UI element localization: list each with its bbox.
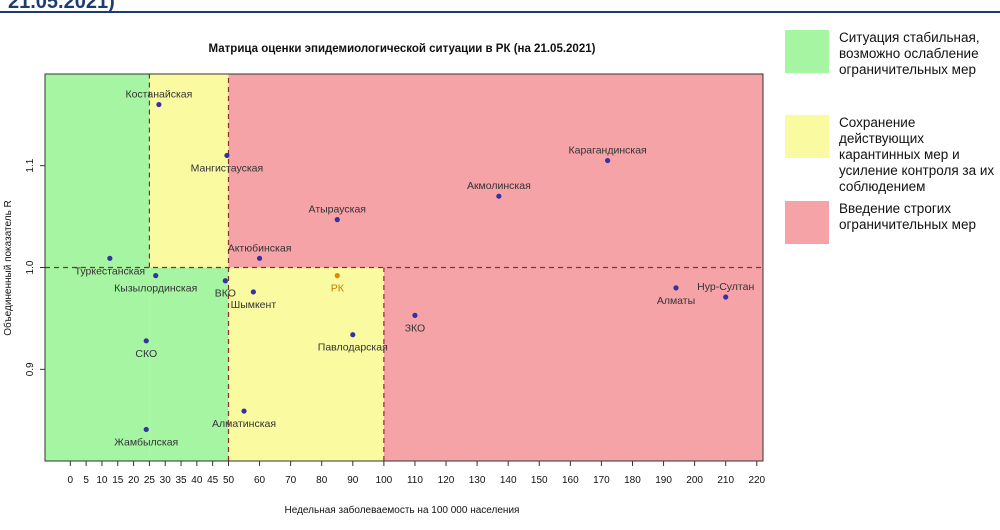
legend-swatch-red: [785, 201, 829, 244]
data-point: [224, 152, 230, 159]
data-point-label: Атырауская: [309, 204, 366, 216]
data-point-label: Шымкент: [231, 299, 277, 311]
y-tick-label: 1.1: [25, 158, 36, 172]
legend-swatch-yellow: [785, 115, 829, 158]
data-point: [107, 255, 113, 261]
reference-lines-layer: [45, 74, 763, 461]
data-point: [143, 338, 149, 344]
x-tick-label: 160: [562, 475, 579, 486]
data-point: [723, 294, 729, 300]
data-point-label: Карагандинская: [568, 145, 646, 157]
legend-item-strict: Введение строгих ограничительных мер: [785, 201, 997, 244]
x-tick-label: 210: [717, 475, 734, 486]
data-point-label: ВКО: [215, 288, 236, 300]
data-point: [153, 273, 159, 279]
data-point-label: Костанайская: [125, 89, 192, 101]
zone-3: [228, 267, 384, 461]
x-tick-label: 110: [407, 475, 423, 486]
data-point: [143, 426, 149, 433]
y-axis-label: Объединенный показатель R: [2, 200, 14, 336]
zone-2: [149, 267, 229, 461]
data-point: [222, 278, 228, 284]
zone-5: [383, 267, 763, 461]
x-tick-label: 130: [469, 475, 486, 486]
data-point: [350, 332, 356, 338]
data-point-label: Акмолинская: [467, 180, 531, 192]
data-point: [412, 312, 418, 318]
data-point: [250, 289, 256, 295]
x-tick-label: 220: [748, 475, 765, 486]
x-tick-label: 100: [376, 475, 393, 486]
x-tick-label: 60: [254, 475, 266, 486]
legend-item-maintain: Сохранение действующих карантинных мер и…: [785, 115, 997, 195]
page-header-fragment: 21.05.2021): [8, 0, 115, 13]
axes-layer: 0 5 10 15 20 25 30 35 40 45 50 60 70 80 90 100 110 120 130…: [25, 158, 766, 486]
legend-label-maintain: Сохранение действующих карантинных мер и…: [839, 115, 995, 194]
x-tick-label: 200: [686, 475, 703, 486]
zone-1: [149, 74, 229, 268]
data-point: [156, 101, 162, 108]
data-point-label: Туркестанская: [75, 265, 146, 277]
data-point: [256, 255, 263, 261]
x-tick-label: 30: [160, 475, 172, 486]
x-tick-label: 15: [112, 475, 124, 486]
data-point-label: Актюбинская: [228, 242, 292, 254]
x-tick-label: 170: [593, 475, 610, 486]
x-tick-label: 70: [285, 475, 297, 486]
legend-label-stable: Ситуация стабильная, возможно ослабление…: [839, 30, 980, 77]
x-tick-label: 140: [500, 475, 517, 486]
data-point-label: Жамбылская: [114, 436, 178, 448]
data-point-label: Алматы: [657, 295, 695, 307]
x-tick-label: 0: [68, 475, 74, 486]
header-divider: [0, 11, 1000, 13]
x-tick-label: 90: [347, 475, 359, 486]
data-point-label: Мангистауская: [191, 162, 264, 174]
x-tick-label: 10: [96, 475, 108, 486]
x-tick-label: 35: [175, 475, 187, 486]
x-tick-label: 50: [223, 475, 235, 486]
points-layer: Костанайская Мангистауская Карагандинская А…: [75, 89, 755, 449]
data-point: [605, 157, 611, 164]
x-tick-label: 190: [655, 475, 672, 486]
legend-label-strict: Введение строгих ограничительных мер: [839, 201, 976, 232]
zone-4: [228, 74, 763, 268]
data-point: [496, 193, 502, 199]
data-point: [241, 408, 247, 414]
data-point-label: ЗКО: [405, 322, 426, 334]
x-tick-label: 120: [438, 475, 455, 486]
data-point-label: РК: [331, 283, 345, 295]
chart-title: Матрица оценки эпидемиологической ситуац…: [209, 43, 596, 55]
x-tick-label: 150: [531, 475, 548, 486]
x-tick-label: 20: [128, 475, 140, 486]
zone-0: [45, 74, 150, 461]
x-tick-label: 5: [83, 475, 89, 486]
y-tick-label: 1.0: [25, 260, 36, 274]
data-point-label: СКО: [135, 348, 157, 360]
legend-item-stable: Ситуация стабильная, возможно ослабление…: [785, 30, 997, 78]
x-tick-label: 25: [144, 475, 156, 486]
x-axis-label: Недельная заболеваемость на 100 000 насе…: [285, 504, 520, 516]
data-point: [673, 285, 679, 291]
data-point: [334, 217, 340, 223]
y-tick-label: 0.9: [25, 362, 36, 376]
data-point-label: Павлодарская: [318, 342, 388, 354]
x-tick-label: 80: [316, 475, 328, 486]
data-point-label: Алматинская: [212, 418, 276, 430]
zones-layer: [45, 74, 763, 461]
legend-swatch-green: [785, 30, 829, 73]
x-tick-label: 180: [624, 475, 641, 486]
data-point-label: Нур-Султан: [697, 281, 754, 293]
data-point: [334, 273, 340, 279]
x-tick-label: 45: [207, 475, 219, 486]
data-point-label: Кызылординская: [114, 283, 197, 295]
x-tick-label: 40: [191, 475, 203, 486]
